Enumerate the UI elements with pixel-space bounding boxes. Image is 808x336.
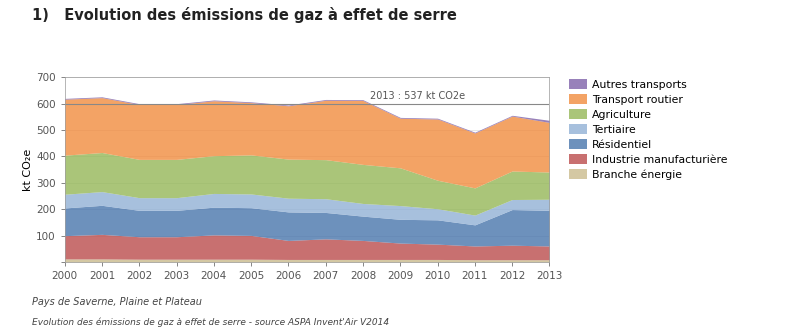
Legend: Autres transports, Transport routier, Agriculture, Tertiaire, Résidentiel, Indus: Autres transports, Transport routier, Ag…	[570, 79, 728, 180]
Text: 2013 : 537 kt CO2e: 2013 : 537 kt CO2e	[370, 90, 465, 100]
Text: 1)   Evolution des émissions de gaz à effet de serre: 1) Evolution des émissions de gaz à effe…	[32, 7, 457, 23]
Y-axis label: kt CO₂e: kt CO₂e	[23, 149, 33, 191]
Text: Pays de Saverne, Plaine et Plateau: Pays de Saverne, Plaine et Plateau	[32, 297, 202, 307]
Text: Evolution des émissions de gaz à effet de serre - source ASPA Invent'Air V2014: Evolution des émissions de gaz à effet d…	[32, 318, 389, 327]
